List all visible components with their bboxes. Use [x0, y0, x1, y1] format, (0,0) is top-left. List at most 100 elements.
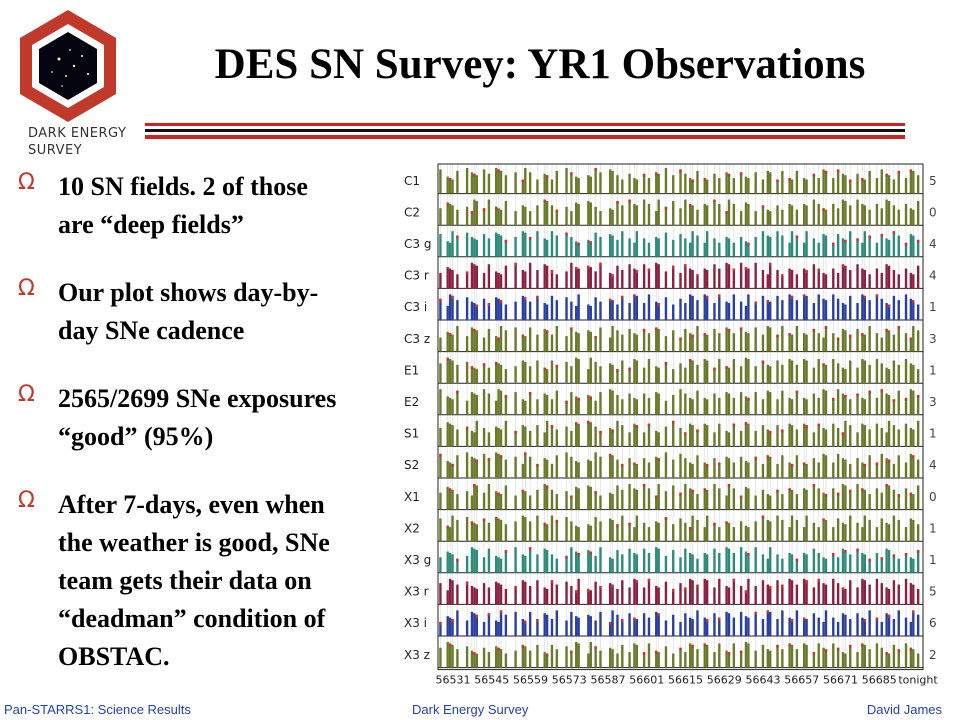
cadence-bar: [446, 241, 449, 257]
cadence-bar: [608, 647, 612, 668]
cadence-bar: [832, 203, 835, 226]
cadence-bar: [448, 203, 452, 226]
cadence-bar: [863, 231, 866, 257]
cadence-bar: [448, 462, 452, 478]
exposure-marker: [565, 232, 568, 236]
exposure-marker: [451, 295, 454, 299]
cadence-bar: [655, 547, 658, 573]
cadence-bar: [824, 300, 828, 320]
cadence-bar: [817, 203, 820, 226]
cadence-bar: [885, 238, 888, 257]
cadence-bar: [575, 525, 578, 542]
cadence-bar: [909, 298, 913, 320]
cadence-bar: [892, 334, 896, 352]
cadence-bar: [475, 524, 478, 542]
cadence-bar: [856, 264, 859, 289]
cadence-bar: [696, 326, 699, 352]
exposure-marker: [754, 611, 757, 615]
exposure-marker: [696, 274, 699, 278]
cadence-bar: [655, 586, 658, 605]
exposure-marker: [608, 453, 612, 457]
exposure-marker: [805, 580, 808, 584]
cadence-bar: [635, 231, 639, 257]
cadence-bar: [805, 270, 808, 289]
cadence-bar: [672, 304, 675, 320]
cadence-bar: [747, 333, 750, 352]
cadence-bar: [892, 463, 896, 478]
exposure-marker: [521, 179, 525, 183]
cadence-bar: [473, 367, 476, 384]
cadence-bar: [589, 176, 592, 194]
exposure-marker: [487, 458, 491, 462]
cadence-bar: [691, 619, 694, 636]
exposure-marker: [776, 489, 779, 493]
cadence-bar: [705, 295, 709, 320]
cadence-bar: [892, 644, 896, 668]
cadence-bar: [795, 390, 799, 415]
exposure-marker: [550, 270, 554, 273]
cadence-bar: [514, 586, 517, 605]
cadence-bar: [565, 400, 568, 415]
cadence-bar: [718, 552, 721, 573]
cadence-bar: [679, 557, 682, 573]
cadence-bar: [555, 584, 559, 605]
exposure-marker: [885, 328, 888, 332]
cadence-bar: [790, 463, 794, 478]
cadence-bar: [875, 527, 879, 542]
exposure-marker: [727, 484, 731, 487]
cadence-bar: [909, 621, 913, 636]
cadence-bar: [628, 432, 631, 447]
cadence-bar: [514, 392, 517, 415]
cadence-bar: [672, 369, 675, 384]
cadence-bar: [904, 268, 908, 289]
cadence-bar: [521, 644, 525, 668]
cadence-bar: [861, 527, 864, 542]
cadence-bar: [456, 558, 459, 573]
cadence-bar: [470, 262, 474, 289]
cadence-bar: [482, 389, 486, 415]
cadence-bar: [766, 170, 769, 194]
cadence-bar: [642, 522, 646, 542]
cadence-bar: [713, 548, 716, 573]
exposure-marker: [696, 429, 699, 433]
cadence-bar: [691, 463, 694, 478]
cadence-bar: [543, 393, 546, 415]
cadence-bar: [451, 270, 454, 289]
cadence-bar: [713, 652, 716, 668]
cadence-bar: [725, 236, 728, 257]
cadence-bar: [524, 452, 527, 478]
cadence-bar: [824, 170, 828, 194]
cadence-bar: [635, 295, 639, 320]
cadence-bar: [880, 363, 883, 384]
exposure-marker: [696, 584, 699, 588]
cadence-bar: [589, 642, 592, 668]
exposure-marker: [487, 613, 491, 617]
cadence-bar: [655, 495, 658, 510]
cadence-bar: [487, 458, 491, 478]
cadence-bar: [912, 494, 915, 510]
cadence-bar: [608, 208, 612, 226]
exposure-marker: [497, 647, 500, 651]
cadence-bar: [691, 270, 694, 289]
cadence-bar: [887, 653, 891, 668]
cadence-bar: [885, 264, 888, 289]
cadence-bar: [672, 394, 675, 415]
cadence-bar: [822, 337, 825, 352]
cadence-bar: [470, 430, 474, 447]
cadence-bar: [769, 547, 772, 573]
cadence-bar: [897, 170, 900, 194]
cadence-bar: [788, 242, 791, 257]
cadence-bar: [536, 515, 539, 542]
cadence-bar: [689, 333, 692, 352]
cadence-bar: [705, 554, 709, 573]
exposure-marker: [824, 326, 828, 329]
x-tick-label: 56657: [784, 674, 819, 687]
cadence-bar: [635, 399, 639, 415]
cadence-bar: [856, 458, 859, 478]
cadence-bar: [916, 369, 920, 384]
exposure-marker: [861, 643, 864, 647]
cadence-bar: [536, 425, 539, 447]
cadence-bar: [817, 359, 820, 384]
cadence-bar: [824, 209, 828, 226]
cadence-bar: [545, 459, 549, 478]
